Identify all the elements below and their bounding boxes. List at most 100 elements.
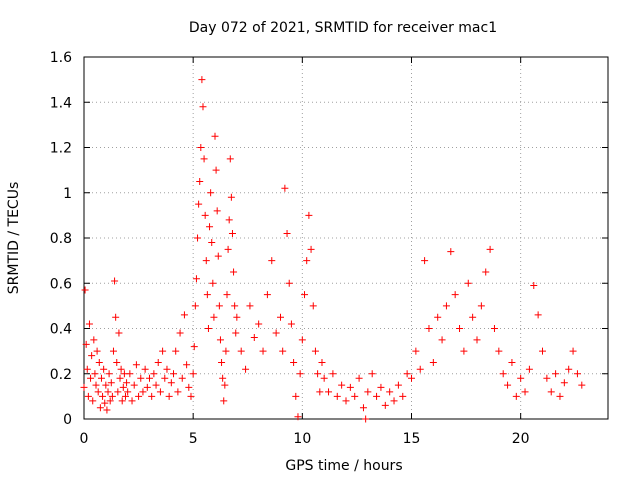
y-tick-label: 0.4 <box>50 322 72 338</box>
data-point <box>447 248 455 256</box>
data-point <box>285 279 293 287</box>
data-point <box>80 383 88 391</box>
data-point <box>460 347 468 355</box>
data-point <box>178 374 186 382</box>
data-point <box>438 336 446 344</box>
data-point <box>242 365 250 373</box>
data-point <box>170 370 178 378</box>
data-point <box>290 358 298 366</box>
data-point <box>83 365 91 373</box>
data-point <box>109 347 117 355</box>
data-point <box>283 229 291 237</box>
data-point <box>294 413 302 421</box>
data-point <box>246 302 254 310</box>
data-point <box>220 397 228 405</box>
data-point <box>198 76 206 84</box>
data-point <box>117 365 125 373</box>
data-point <box>223 291 231 299</box>
data-point <box>87 374 95 382</box>
data-point <box>82 340 90 348</box>
x-tick-label: 5 <box>189 431 198 447</box>
data-point <box>218 358 226 366</box>
data-point <box>106 397 114 405</box>
data-point <box>342 397 350 405</box>
data-point <box>119 383 127 391</box>
data-point <box>103 406 111 414</box>
data-point <box>277 313 284 321</box>
data-point <box>338 381 346 389</box>
data-point <box>333 392 341 400</box>
data-point <box>121 392 129 400</box>
data-point <box>91 370 99 378</box>
x-tick-label: 15 <box>403 431 421 447</box>
data-point <box>152 381 160 389</box>
data-point <box>311 347 319 355</box>
y-tick-label: 1.4 <box>50 95 72 111</box>
data-point <box>113 358 121 366</box>
data-point <box>161 374 169 382</box>
data-point <box>81 286 89 294</box>
data-point <box>530 282 538 290</box>
data-point <box>159 347 167 355</box>
data-point <box>237 347 245 355</box>
data-point <box>203 291 211 299</box>
data-point <box>130 381 138 389</box>
data-point <box>469 313 477 321</box>
x-tick-label: 20 <box>512 431 530 447</box>
data-point <box>399 392 407 400</box>
data-point <box>167 379 175 387</box>
data-point <box>377 383 385 391</box>
data-point <box>213 207 221 215</box>
data-point <box>231 302 239 310</box>
data-point <box>154 358 162 366</box>
data-point <box>191 302 199 310</box>
data-point <box>211 132 219 140</box>
data-point <box>174 388 182 396</box>
data-point <box>556 392 564 400</box>
data-point <box>362 415 370 423</box>
x-tick-labels: 0 5 10 15 20 <box>80 431 530 447</box>
data-point <box>292 392 300 400</box>
data-point <box>123 379 131 387</box>
data-point <box>464 279 472 287</box>
data-point <box>359 404 367 412</box>
data-point <box>301 291 309 299</box>
data-point <box>255 320 263 328</box>
data-point <box>88 352 96 360</box>
data-point <box>216 336 224 344</box>
y-tick-label: 0 <box>63 412 72 428</box>
data-point <box>421 257 429 265</box>
data-point <box>187 392 195 400</box>
data-point <box>250 334 258 342</box>
data-point <box>390 397 398 405</box>
data-point <box>189 370 197 378</box>
data-point <box>547 388 555 396</box>
data-point <box>373 392 381 400</box>
data-point <box>118 397 126 405</box>
data-point <box>259 347 267 355</box>
data-point <box>412 347 420 355</box>
data-point <box>499 370 507 378</box>
data-point <box>477 302 485 310</box>
data-point <box>85 320 93 328</box>
data-point <box>281 184 289 192</box>
data-point <box>232 329 240 337</box>
data-point <box>495 347 503 355</box>
data-point <box>97 374 105 382</box>
data-point <box>521 388 529 396</box>
y-tick-label: 0.6 <box>50 276 72 292</box>
y-tick-label: 1.6 <box>50 50 72 66</box>
data-point <box>416 365 424 373</box>
data-point <box>180 311 188 319</box>
data-point <box>225 216 233 224</box>
data-point <box>219 374 227 382</box>
data-point <box>101 399 109 407</box>
data-point <box>303 257 311 265</box>
data-point <box>263 291 271 299</box>
data-point <box>408 374 415 382</box>
data-point <box>314 370 322 378</box>
data-point <box>226 155 234 163</box>
data-point <box>183 361 191 369</box>
y-axis-label: SRMTID / TECUs <box>6 182 22 295</box>
